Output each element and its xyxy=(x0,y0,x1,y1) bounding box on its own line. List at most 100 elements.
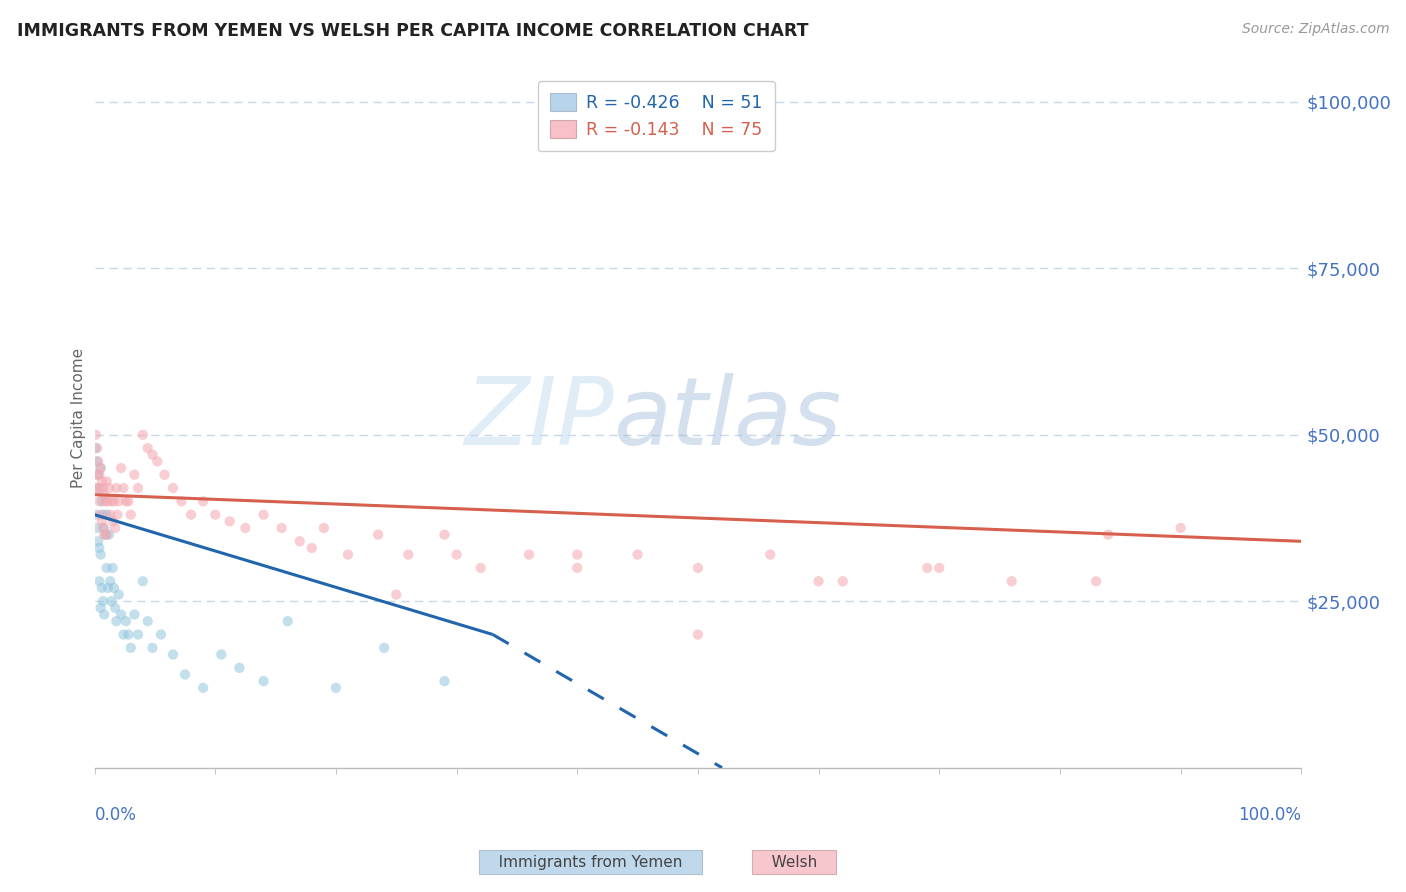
Point xyxy=(96,561,118,575)
Point xyxy=(252,508,274,522)
Point xyxy=(928,561,950,575)
Point xyxy=(98,574,121,589)
Point xyxy=(90,475,112,489)
Point xyxy=(107,588,129,602)
Point xyxy=(124,467,146,482)
Point xyxy=(433,674,456,689)
Point xyxy=(218,514,240,528)
Point xyxy=(90,461,112,475)
Point xyxy=(105,481,128,495)
Point xyxy=(89,541,111,555)
Point xyxy=(204,508,226,522)
Legend: R = -0.426    N = 51, R = -0.143    N = 75: R = -0.426 N = 51, R = -0.143 N = 75 xyxy=(537,80,775,152)
Point xyxy=(90,548,112,562)
Text: atlas: atlas xyxy=(613,373,842,464)
Point xyxy=(101,561,124,575)
Point xyxy=(87,481,110,495)
Point xyxy=(517,548,540,562)
Point xyxy=(180,508,202,522)
Point xyxy=(228,661,250,675)
Point xyxy=(93,488,115,502)
Point xyxy=(626,548,648,562)
Point xyxy=(87,454,110,468)
Point xyxy=(132,574,155,589)
Point xyxy=(89,494,111,508)
Point xyxy=(124,607,146,622)
Point xyxy=(325,681,347,695)
Point xyxy=(93,521,115,535)
Point xyxy=(117,627,139,641)
Point xyxy=(433,527,456,541)
Point xyxy=(209,648,232,662)
Point xyxy=(567,561,589,575)
Point xyxy=(136,614,159,628)
Point xyxy=(86,467,108,482)
Point xyxy=(396,548,419,562)
Point xyxy=(915,561,938,575)
Point xyxy=(87,467,110,482)
Point xyxy=(112,481,135,495)
Point xyxy=(104,600,127,615)
Point xyxy=(94,527,117,541)
Point xyxy=(84,441,107,455)
Point xyxy=(91,481,114,495)
Point xyxy=(115,614,138,628)
Point xyxy=(686,627,709,641)
Point xyxy=(89,467,111,482)
Point xyxy=(86,521,108,535)
Point xyxy=(107,508,129,522)
Point xyxy=(162,481,184,495)
Point xyxy=(170,494,193,508)
Point xyxy=(153,467,176,482)
Point xyxy=(104,521,127,535)
Point xyxy=(385,588,408,602)
Point xyxy=(110,461,132,475)
Point xyxy=(91,594,114,608)
Point xyxy=(98,481,121,495)
Point xyxy=(288,534,311,549)
Point xyxy=(94,494,117,508)
Text: 100.0%: 100.0% xyxy=(1239,806,1302,824)
Point xyxy=(96,527,118,541)
Point xyxy=(686,561,709,575)
Point xyxy=(162,648,184,662)
Point xyxy=(112,627,135,641)
Point xyxy=(120,640,142,655)
Point xyxy=(567,548,589,562)
Point xyxy=(90,461,112,475)
Point xyxy=(373,640,395,655)
Point xyxy=(97,581,120,595)
Point xyxy=(86,441,108,455)
Point xyxy=(312,521,335,535)
Point xyxy=(1170,521,1192,535)
Point xyxy=(100,594,122,608)
Point xyxy=(1097,527,1119,541)
Text: Welsh: Welsh xyxy=(756,855,832,870)
Point xyxy=(193,681,215,695)
Point xyxy=(1085,574,1108,589)
Point xyxy=(91,521,114,535)
Point xyxy=(446,548,468,562)
Point xyxy=(149,627,172,641)
Point xyxy=(90,600,112,615)
Point xyxy=(127,481,149,495)
Point xyxy=(87,534,110,549)
Y-axis label: Per Capita Income: Per Capita Income xyxy=(72,348,86,488)
Point xyxy=(141,640,163,655)
Point xyxy=(174,667,197,681)
Point xyxy=(105,614,128,628)
Point xyxy=(96,475,118,489)
Point xyxy=(759,548,782,562)
Point xyxy=(103,581,125,595)
Point xyxy=(96,508,118,522)
Point xyxy=(84,427,107,442)
Point xyxy=(120,508,142,522)
Point xyxy=(235,521,257,535)
Point xyxy=(336,548,359,562)
Point xyxy=(100,494,122,508)
Point xyxy=(132,427,155,442)
Point xyxy=(84,508,107,522)
Point xyxy=(98,508,121,522)
Point xyxy=(89,481,111,495)
Point xyxy=(470,561,492,575)
